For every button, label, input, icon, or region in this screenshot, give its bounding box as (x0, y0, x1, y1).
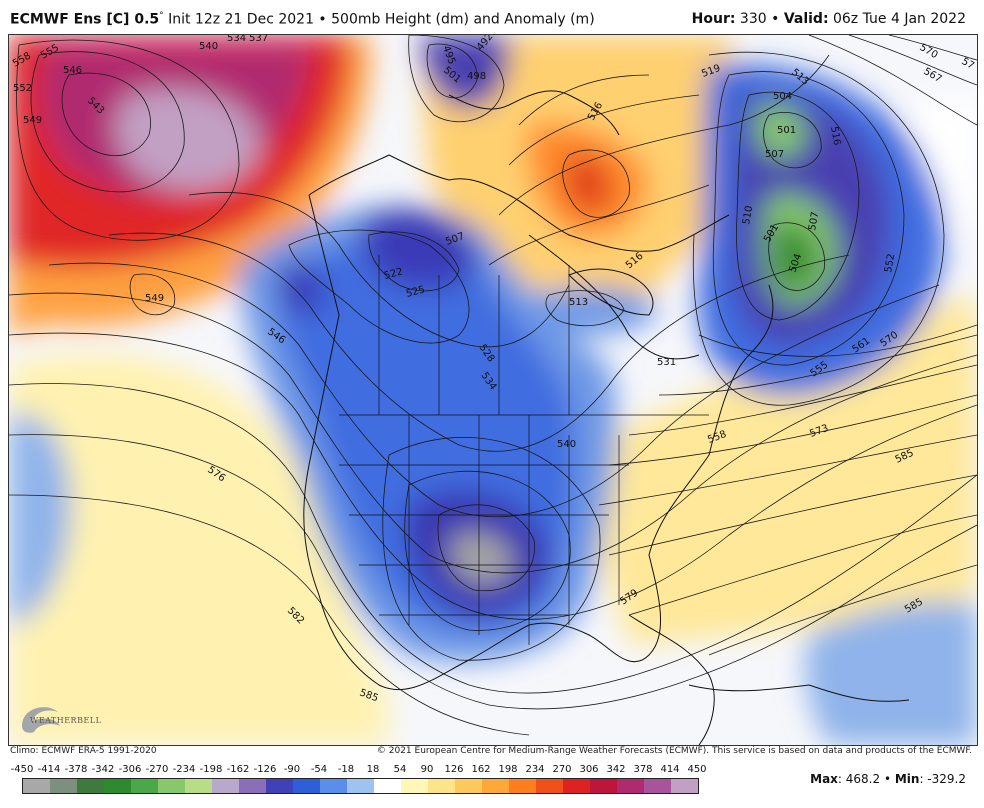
colorbar-swatch (293, 779, 320, 793)
contour-label: 546 (63, 65, 82, 76)
colorbar-swatch (347, 779, 374, 793)
coastlines (303, 90, 910, 745)
colorbar-swatch (374, 779, 401, 793)
colorbar-tick-label: 162 (471, 764, 491, 775)
colorbar-swatch (428, 779, 455, 793)
contour-label: 540 (557, 439, 576, 450)
climo-credit: Climo: ECMWF ERA-5 1991-2020 (10, 746, 157, 756)
colorbar-tick-label: -306 (118, 764, 142, 775)
colorbar-tick-labels: -450 -414 -378 -342 -306 -270 -234 -198 -162 -126… (10, 764, 708, 778)
colorbar-tick-label: -270 (145, 764, 169, 775)
weatherbell-logo (12, 696, 102, 742)
colorbar-tick-label: -378 (64, 764, 88, 775)
colorbar-tick-label: 126 (444, 764, 464, 775)
contour-label: 507 (807, 211, 821, 232)
colorbar-tick-label: 234 (525, 764, 545, 775)
map-svg: 558 555 546 552 543 549 540 534 537 495 … (9, 35, 977, 745)
hour-label: Hour: (691, 11, 736, 27)
header-bar: ECMWF Ens [C] 0.5° Init 12z 21 Dec 2021 … (0, 0, 984, 34)
colorbar-tick-label: 270 (552, 764, 572, 775)
height-contours (9, 35, 977, 736)
valid-value: 06z Tue 4 Jan 2022 (828, 11, 966, 27)
colorbar-tick-label: 306 (579, 764, 599, 775)
colorbar-swatch (77, 779, 104, 793)
colorbar-tick-label: 342 (606, 764, 626, 775)
colorbar-tick-label: 18 (366, 764, 380, 775)
colorbar-tick-label: -90 (283, 764, 301, 775)
colorbar-swatch (482, 779, 509, 793)
forecast-map: 558 555 546 552 543 549 540 534 537 495 … (8, 34, 978, 746)
map-title: ECMWF Ens [C] 0.5° Init 12z 21 Dec 2021 … (10, 11, 595, 28)
colorbar-tick-label: 450 (687, 764, 707, 775)
contour-label: 537 (249, 35, 268, 44)
colorbar-swatch (536, 779, 563, 793)
contour-label: 498 (467, 71, 486, 82)
colorbar-swatch (212, 779, 239, 793)
contour-label: 552 (883, 253, 897, 274)
colorbar-tick-label: -342 (91, 764, 115, 775)
init-and-field: Init 12z 21 Dec 2021 • 500mb Height (dm)… (163, 11, 595, 28)
colorbar-tick-label: -18 (337, 764, 355, 775)
contour-label: 501 (777, 125, 796, 136)
colorbar-swatch (23, 779, 50, 793)
max-min-stats: Max: 468.2 • Min: -329.2 (810, 772, 966, 786)
contour-label: 552 (13, 83, 32, 94)
copyright-credit: © 2021 European Centre for Medium-Range … (376, 746, 972, 756)
colorbar-tick-label: 378 (633, 764, 653, 775)
contour-label: 531 (657, 357, 676, 368)
colorbar-swatch (104, 779, 131, 793)
colorbar-swatch (563, 779, 590, 793)
min-label: Min (894, 772, 920, 786)
colorbar-swatch (50, 779, 77, 793)
colorbar-tick-label: 90 (420, 764, 434, 775)
colorbar-tick-label: -234 (172, 764, 196, 775)
colorbar-tick-label: -198 (199, 764, 223, 775)
max-value: : 468.2 • (837, 772, 895, 786)
colorbar-tick-label: -450 (10, 764, 34, 775)
colorbar-tick-label: -54 (310, 764, 328, 775)
colorbar-swatch (131, 779, 158, 793)
valid-time: Hour: 330 • Valid: 06z Tue 4 Jan 2022 (692, 11, 966, 27)
colorbar-swatch (509, 779, 536, 793)
contour-label: 510 (741, 205, 755, 226)
contour-label: 522 (383, 266, 404, 282)
colorbar-swatch (266, 779, 293, 793)
contour-label: 549 (145, 293, 164, 304)
degree-symbol: ° (159, 11, 164, 21)
colorbar-tick-label: 54 (393, 764, 407, 775)
colorbar-tick-label: 414 (660, 764, 680, 775)
contour-label: 513 (569, 297, 588, 308)
contour-label: 534 (227, 35, 246, 44)
anomaly-shading (9, 35, 977, 745)
colorbar-tick-label: 198 (498, 764, 518, 775)
colorbar-swatch (617, 779, 644, 793)
colorbar-swatch (455, 779, 482, 793)
contour-label: 507 (765, 149, 784, 160)
hour-value: 330 • (735, 11, 784, 27)
model-name: ECMWF Ens [C] 0.5 (10, 11, 160, 28)
colorbar-swatch (158, 779, 185, 793)
contour-label: 504 (773, 91, 792, 102)
colorbar-swatch (320, 779, 347, 793)
contour-label: 540 (199, 41, 218, 52)
contour-label: 549 (23, 115, 42, 126)
colorbar-tick-label: -126 (253, 764, 277, 775)
political-borders (339, 255, 709, 645)
anomaly-colorbar (22, 778, 699, 794)
colorbar-tick-label: -414 (37, 764, 61, 775)
colorbar-swatch (671, 779, 698, 793)
max-label: Max (810, 772, 838, 786)
colorbar-swatch (185, 779, 212, 793)
min-value: : -329.2 (919, 772, 966, 786)
colorbar-swatch (644, 779, 671, 793)
weatherbell-swirl-icon (22, 707, 60, 733)
valid-label: Valid: (783, 11, 829, 27)
colorbar-swatch (590, 779, 617, 793)
logo-text: WEATHERBELL (30, 716, 102, 725)
contour-label: 525 (405, 284, 426, 300)
colorbar-swatch (239, 779, 266, 793)
contour-label: 516 (828, 126, 842, 147)
colorbar-swatch (401, 779, 428, 793)
colorbar-tick-label: -162 (226, 764, 250, 775)
